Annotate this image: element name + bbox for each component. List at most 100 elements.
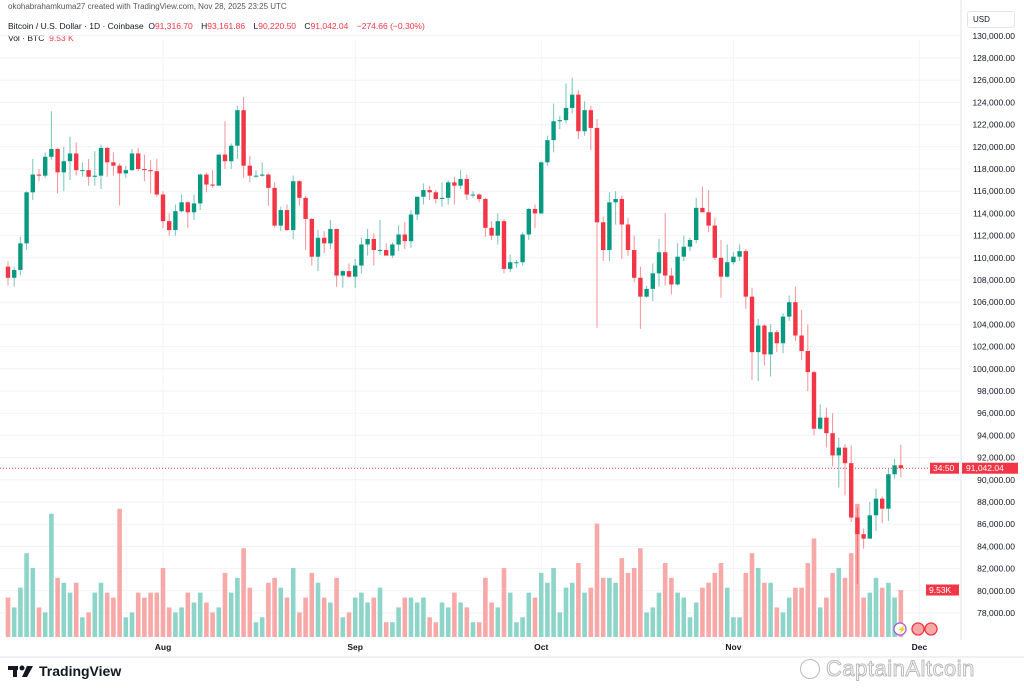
volume-bar: [644, 612, 649, 637]
candle-body: [334, 228, 339, 276]
lightning-glyph: ⚡: [897, 624, 907, 634]
tradingview-logo-text: TradingView: [39, 663, 122, 679]
y-tick-label: 104,000.00: [972, 319, 1015, 329]
candle-body: [408, 214, 414, 242]
candle-body: [260, 174, 265, 176]
volume-bar: [390, 622, 395, 637]
volume-bar: [433, 622, 439, 637]
volume-bar: [185, 592, 191, 637]
volume-bar: [328, 602, 333, 637]
candle-body: [371, 238, 376, 251]
volume-bar: [762, 582, 767, 637]
candle-body: [470, 194, 476, 196]
last-volume-value: 9.53K: [929, 585, 952, 595]
candle-body: [886, 474, 891, 509]
volume-bar: [377, 587, 383, 637]
volume-bar: [98, 582, 104, 637]
us-flag-event-icon[interactable]: [911, 622, 925, 636]
volume-bar: [619, 558, 625, 637]
volume-bar: [724, 587, 730, 637]
candle-body: [762, 325, 767, 355]
volume-bar: [55, 577, 60, 637]
candle-body: [663, 252, 668, 276]
volume-bar: [879, 587, 885, 637]
candle-body: [148, 170, 153, 172]
us-flag-event-icon[interactable]: [924, 622, 938, 636]
volume-bar: [80, 617, 85, 637]
candle-body: [74, 153, 79, 171]
volume-bar: [383, 622, 389, 637]
volume-bar: [687, 617, 693, 637]
candle-body: [514, 262, 519, 264]
candle-body: [849, 463, 854, 518]
candle-body: [619, 198, 624, 225]
candle-body: [24, 192, 29, 244]
candle-body: [105, 147, 110, 163]
candle-body: [532, 208, 538, 214]
open-label: O: [148, 21, 155, 31]
candle-body: [92, 175, 97, 177]
candle-body: [142, 169, 147, 171]
candle-body: [718, 257, 724, 277]
candle-body: [563, 107, 569, 121]
events[interactable]: ⚡: [893, 622, 938, 636]
candle-body: [873, 498, 879, 516]
volume-bar: [452, 592, 457, 637]
candle-body: [12, 270, 17, 278]
candle-body: [222, 154, 228, 162]
volume-bar: [210, 612, 215, 637]
candle-body: [43, 156, 48, 176]
candle-body: [216, 154, 221, 186]
volume-bar: [297, 612, 302, 637]
candle-body: [235, 110, 240, 146]
symbol-title[interactable]: Bitcoin / U.S. Dollar · 1D · Coinbase: [8, 21, 144, 31]
volume-bar: [253, 622, 259, 637]
candle-body: [774, 332, 779, 344]
volume-bar: [191, 602, 197, 637]
candle-body: [675, 256, 680, 285]
volume-bar: [607, 577, 612, 637]
volume-bar: [817, 607, 823, 637]
y-tick-label: 116,000.00: [973, 186, 1015, 196]
candle-body: [377, 250, 383, 252]
volume-bar: [631, 567, 637, 637]
tradingview-logo-icon: [8, 665, 33, 677]
volume-bar: [848, 553, 854, 637]
volume-bar: [569, 582, 575, 637]
volume-bar: [228, 592, 234, 637]
candle-body: [458, 178, 463, 186]
x-tick-label: Sep: [347, 642, 363, 652]
volume-bar: [408, 597, 414, 637]
volume-bar: [49, 513, 54, 637]
volume-bar: [464, 607, 470, 637]
y-tick-label: 110,000.00: [973, 253, 1015, 263]
volume-label[interactable]: Vol · BTC: [8, 33, 45, 43]
volume-bar: [755, 567, 761, 637]
volume-bar: [197, 592, 203, 637]
volume-bar: [427, 617, 432, 637]
low-value: 90,220.50: [258, 21, 297, 31]
candle-body: [650, 273, 655, 289]
volume-bar: [514, 622, 519, 637]
currency-selector[interactable]: USD: [967, 11, 1015, 28]
volume-bar: [886, 582, 891, 637]
volume-bar: [259, 617, 265, 637]
candle-body: [173, 211, 178, 231]
chart-credit: okohabrahamkuma27 created with TradingVi…: [8, 2, 287, 11]
x-tick-label: Nov: [725, 642, 741, 652]
volume-bar: [538, 572, 544, 637]
candle-body: [576, 94, 581, 132]
lightning-event-icon[interactable]: [893, 622, 907, 636]
candle-body: [842, 447, 848, 464]
tradingview-logo[interactable]: TradingView: [8, 663, 121, 679]
countdown-label: 34:50: [930, 462, 959, 474]
y-tick-label: 120,000.00: [972, 142, 1015, 152]
volume-bar: [371, 597, 377, 637]
volume-bar: [731, 617, 736, 637]
candle-body: [706, 212, 711, 226]
candle-body: [898, 465, 903, 469]
candle-body: [768, 332, 773, 355]
volume-bar: [774, 607, 780, 637]
volume-bar: [805, 563, 811, 637]
